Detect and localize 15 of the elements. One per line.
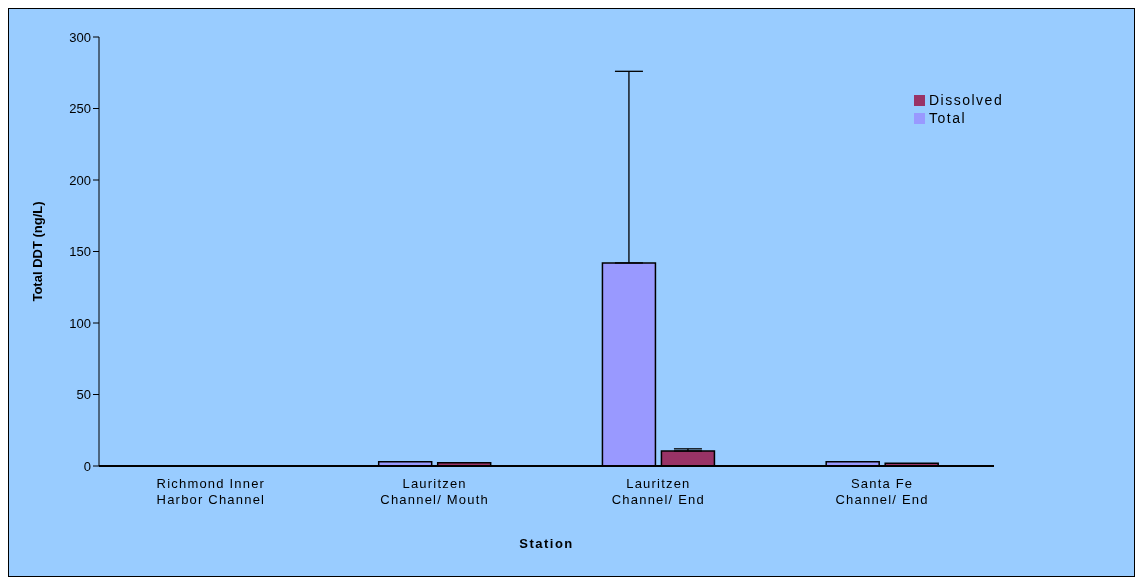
- y-tick-label: 300: [69, 29, 91, 45]
- x-tick-label: Richmond Inner Harbor Channel: [156, 476, 266, 507]
- y-tick-label: 100: [69, 315, 91, 331]
- y-tick-label: 0: [83, 458, 91, 474]
- x-axis-title: Station: [519, 536, 574, 551]
- legend-label: Dissolved: [929, 92, 1004, 108]
- legend-label: Total: [929, 110, 967, 126]
- y-tick-label: 50: [76, 387, 91, 403]
- x-tick-label: Santa Fe Channel/ End: [835, 476, 929, 507]
- x-tick-label: Lauritzen Channel/ Mouth: [380, 476, 489, 507]
- y-tick-label: 150: [69, 244, 91, 260]
- y-tick-label: 200: [69, 172, 91, 188]
- y-axis-title: Total DDT (ng/L): [29, 201, 45, 302]
- x-tick-label: Lauritzen Channel/ End: [611, 476, 705, 507]
- y-tick-label: 250: [69, 101, 91, 117]
